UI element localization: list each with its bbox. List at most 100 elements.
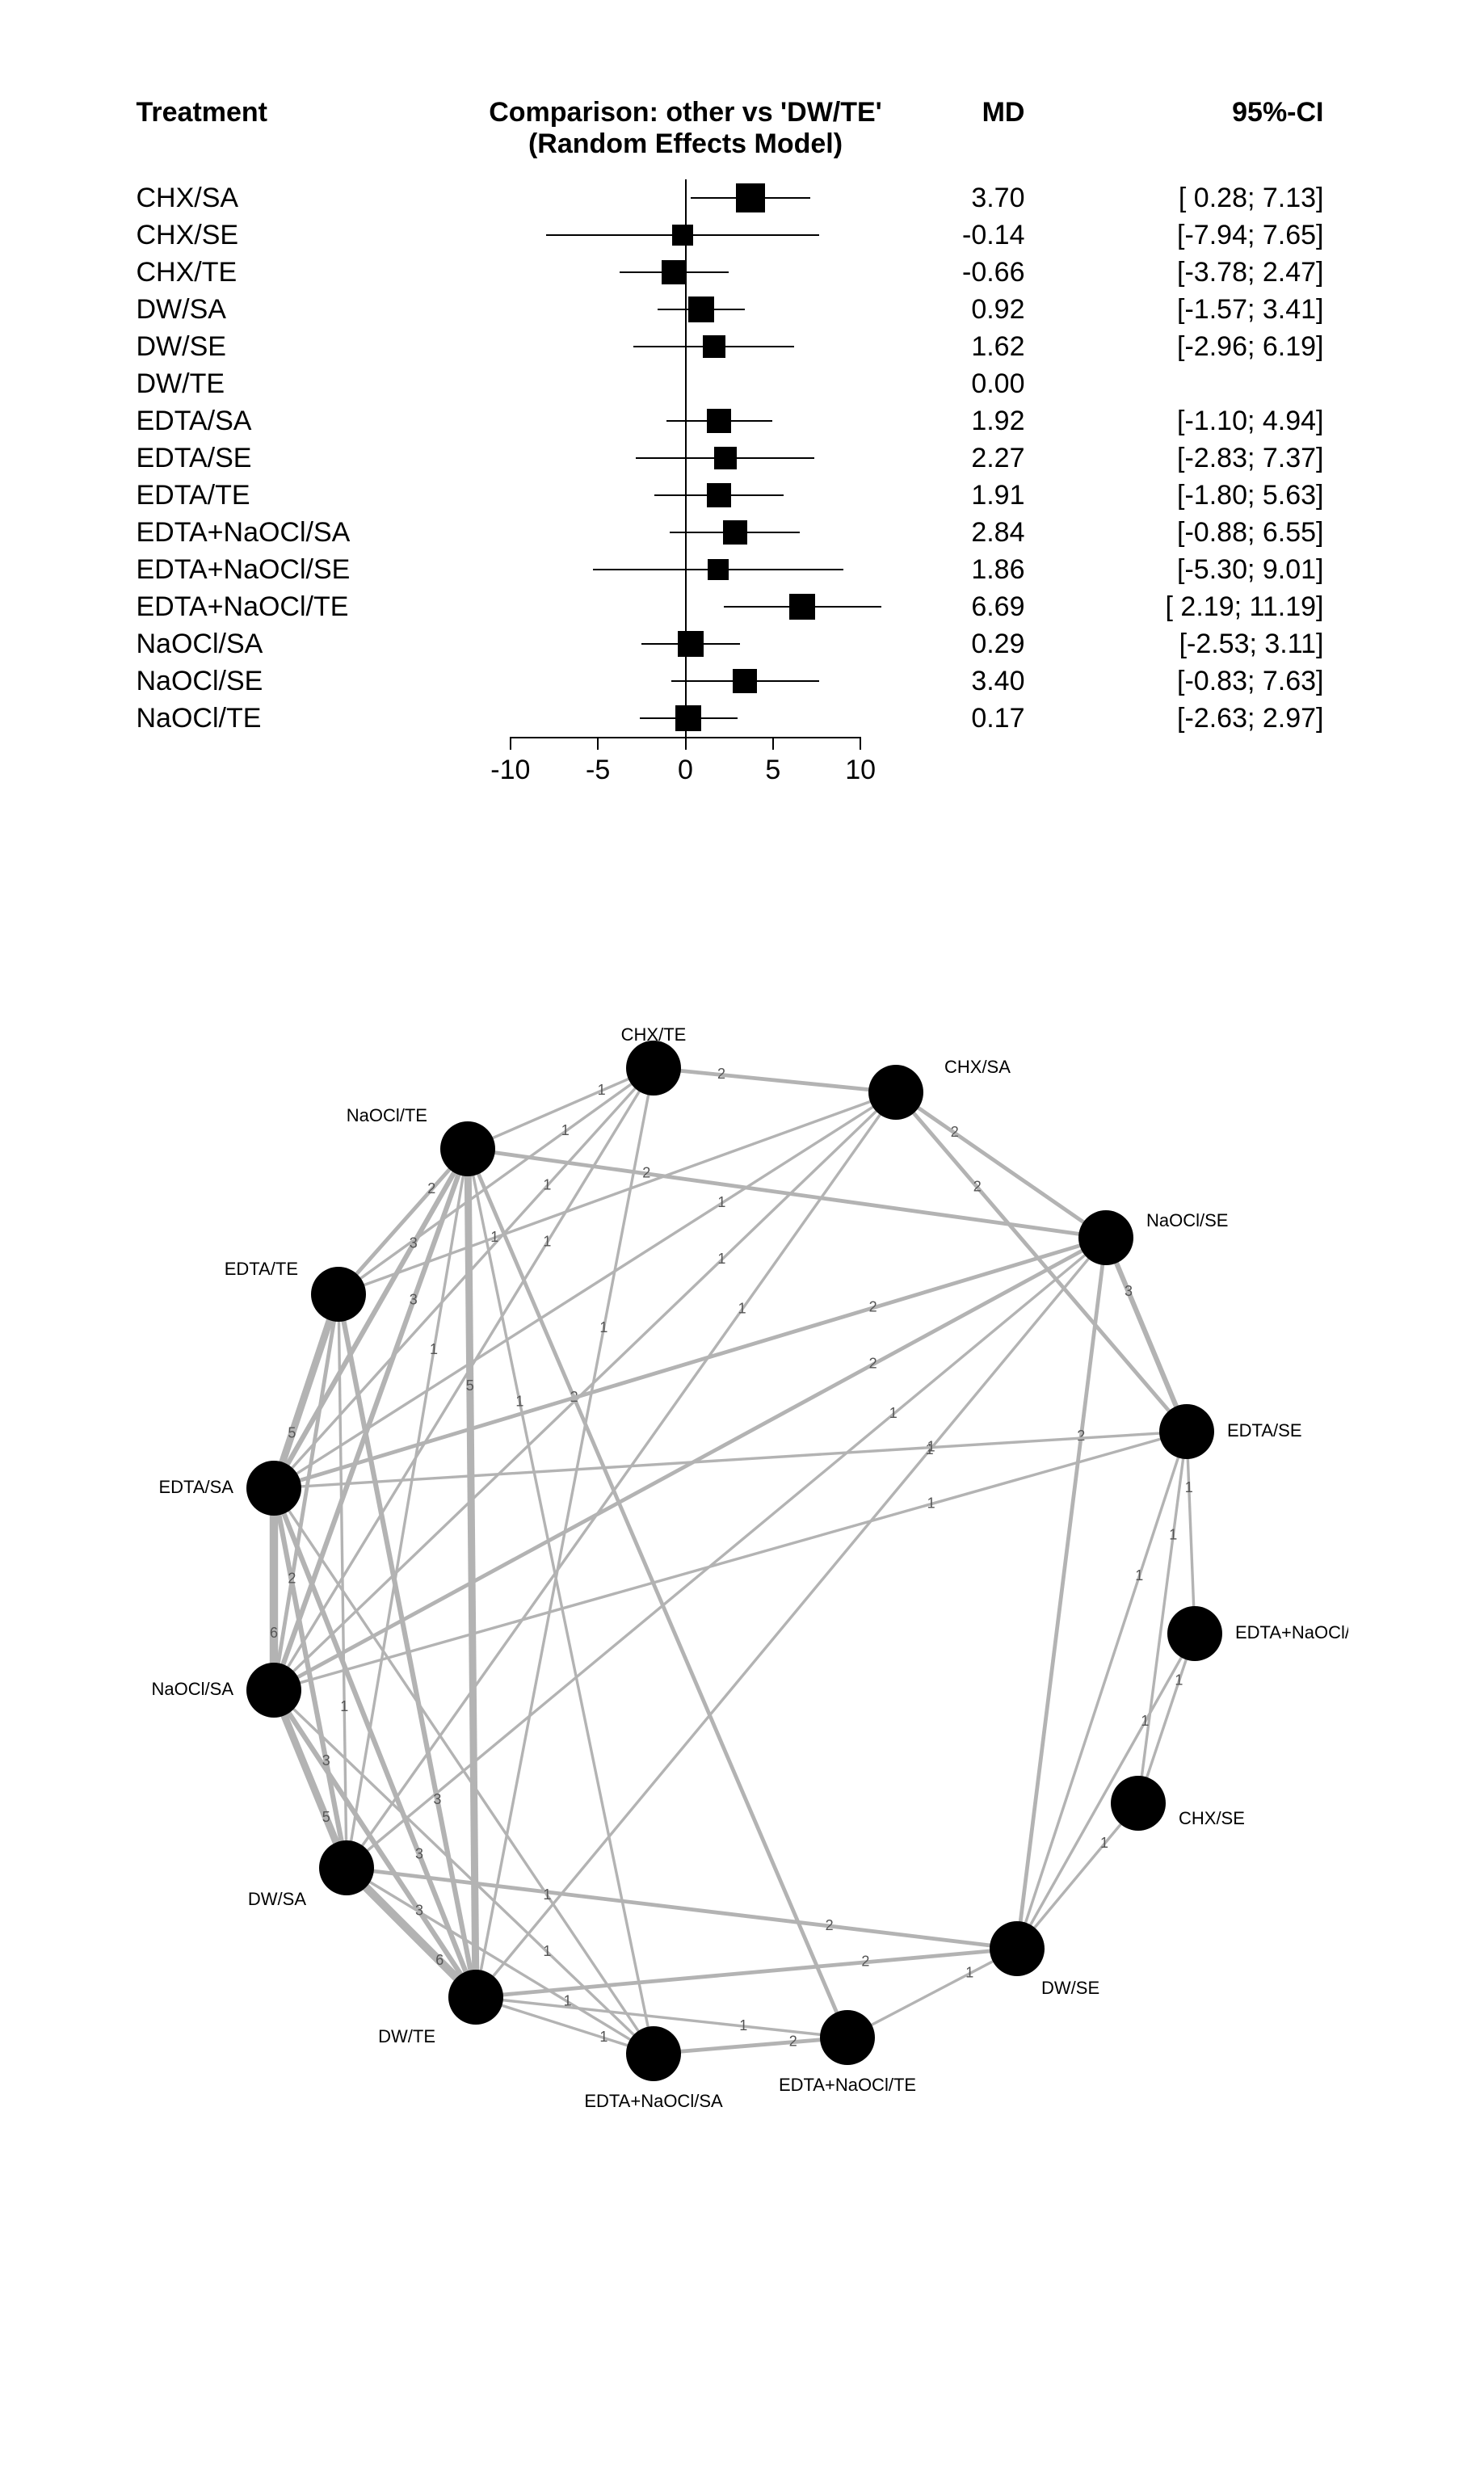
ci-value: [-1.80; 5.63] (1033, 480, 1324, 511)
md-value: 2.84 (896, 517, 1033, 549)
zero-line (685, 179, 687, 217)
network-edge-label: 1 (1135, 1567, 1143, 1583)
network-node-label: CHX/TE (620, 1024, 686, 1045)
col-header-ci: 95%-CI (1033, 97, 1324, 160)
forest-axis: -10-50510 (476, 737, 896, 810)
network-edge-label: 1 (927, 1495, 935, 1512)
network-edge-label: 6 (435, 1952, 444, 1968)
treatment-label: CHX/SA (137, 183, 476, 214)
network-edge-label: 2 (1077, 1428, 1085, 1444)
treatment-label: NaOCl/TE (137, 703, 476, 734)
network-edge (338, 1068, 654, 1294)
forest-row: NaOCl/SA0.29[-2.53; 3.11] (137, 625, 1348, 662)
network-node-label: CHX/SE (1179, 1808, 1245, 1828)
network-edge-label: 1 (599, 1319, 607, 1335)
network-edge-label: 3 (1124, 1283, 1132, 1299)
network-edge-label: 1 (490, 1229, 498, 1245)
treatment-label: EDTA+NaOCl/SA (137, 517, 476, 549)
network-node (626, 1041, 681, 1096)
forest-row-plot (476, 402, 896, 440)
network-node (246, 1663, 301, 1718)
network-edge-label: 1 (1169, 1527, 1177, 1543)
network-edge-label: 1 (1175, 1672, 1183, 1689)
forest-row-plot (476, 254, 896, 291)
network-node (1078, 1210, 1133, 1265)
ci-value: [-1.57; 3.41] (1033, 294, 1324, 326)
treatment-label: DW/SE (137, 331, 476, 363)
point-estimate-marker (733, 669, 757, 693)
network-node-label: EDTA/TE (224, 1259, 297, 1279)
network-edge-label: 2 (288, 1571, 296, 1587)
network-edge-label: 3 (414, 1903, 422, 1919)
network-edge-label: 5 (322, 1809, 330, 1825)
network-edge (1187, 1432, 1195, 1634)
network-edge-label: 1 (739, 2017, 747, 2033)
treatment-label: NaOCl/SA (137, 629, 476, 660)
network-node (626, 2026, 681, 2081)
network-edge-label: 1 (927, 1439, 935, 1455)
network-edge (476, 1238, 1106, 1997)
treatment-label: CHX/TE (137, 257, 476, 288)
network-edge-label: 1 (965, 1965, 973, 1981)
network-edge-label: 1 (1099, 1835, 1108, 1851)
network-node-label: DW/SE (1041, 1978, 1099, 1998)
md-value: 0.00 (896, 368, 1033, 400)
network-edge (654, 2038, 847, 2054)
network-edge-label: 1 (515, 1394, 523, 1410)
forest-row-plot (476, 514, 896, 551)
network-node-label: CHX/SA (944, 1057, 1011, 1077)
forest-row: EDTA+NaOCl/TE6.69[ 2.19; 11.19] (137, 588, 1348, 625)
ci-value: [-0.83; 7.63] (1033, 666, 1324, 697)
network-node-label: EDTA+NaOCl/TE (778, 2075, 915, 2095)
axis-tick-label: 5 (765, 755, 780, 786)
axis-tick (510, 737, 511, 750)
point-estimate-marker (707, 483, 731, 507)
axis-tick (772, 737, 774, 750)
network-edge (1106, 1238, 1187, 1432)
forest-plot: Treatment Comparison: other vs 'DW/TE' (… (137, 97, 1348, 810)
axis-tick-label: 10 (845, 755, 876, 786)
point-estimate-marker (708, 559, 729, 580)
network-edge-label: 2 (788, 2033, 797, 2050)
page: Treatment Comparison: other vs 'DW/TE' (… (0, 0, 1484, 2215)
network-edge (1017, 1238, 1106, 1949)
network-edge-label: 1 (429, 1341, 437, 1357)
network-node-label: EDTA+NaOCl/SA (584, 2091, 723, 2111)
md-value: 0.17 (896, 703, 1033, 734)
ci-value: [-0.88; 6.55] (1033, 517, 1324, 549)
axis-tick-label: -10 (490, 755, 530, 786)
forest-row: NaOCl/TE0.17[-2.63; 2.97] (137, 700, 1348, 737)
ci-value: [-2.53; 3.11] (1033, 629, 1324, 660)
forest-row: DW/SE1.62[-2.96; 6.19] (137, 328, 1348, 365)
network-edge (1017, 1432, 1187, 1949)
ci-value: [-2.83; 7.37] (1033, 443, 1324, 474)
network-edge (338, 1149, 468, 1294)
treatment-label: EDTA+NaOCl/SE (137, 554, 476, 586)
forest-row: CHX/SA3.70[ 0.28; 7.13] (137, 179, 1348, 217)
network-edge-label: 1 (561, 1122, 569, 1138)
network-edge-label: 2 (973, 1179, 981, 1195)
axis-tick-label: -5 (586, 755, 610, 786)
network-edge (274, 1238, 1106, 1690)
forest-row: EDTA/SA1.92[-1.10; 4.94] (137, 402, 1348, 440)
point-estimate-marker (688, 297, 714, 322)
treatment-label: EDTA/SA (137, 406, 476, 437)
network-node (990, 1921, 1045, 1976)
network-edge-label: 3 (433, 1791, 441, 1807)
network-edge-label: 1 (543, 1177, 551, 1193)
ci-value: [-7.94; 7.65] (1033, 220, 1324, 251)
network-node (868, 1065, 923, 1120)
forest-row-plot (476, 477, 896, 514)
network-edge-label: 3 (414, 1846, 422, 1862)
network-edge-label: 1 (597, 1082, 605, 1098)
forest-row-plot (476, 291, 896, 328)
treatment-label: EDTA+NaOCl/TE (137, 591, 476, 623)
network-edge-label: 1 (563, 1993, 571, 2009)
md-value: 3.70 (896, 183, 1033, 214)
network-node (448, 1970, 503, 2025)
ci-value: [ 2.19; 11.19] (1033, 591, 1324, 623)
md-value: 0.92 (896, 294, 1033, 326)
network-edge-label: 2 (427, 1180, 435, 1197)
network-edge-label: 1 (1184, 1479, 1192, 1495)
network-edge (347, 1868, 1017, 1949)
